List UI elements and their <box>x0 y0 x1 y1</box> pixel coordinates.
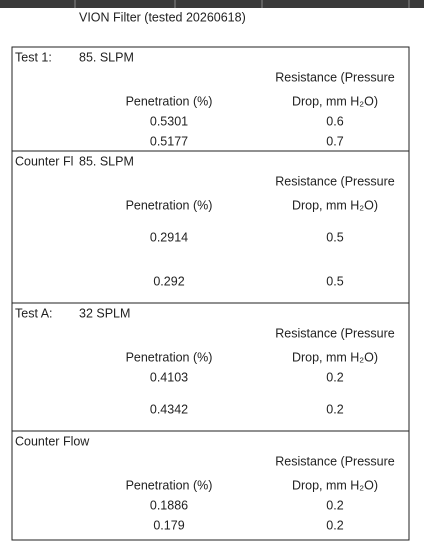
section-label: Counter Flow <box>15 434 90 448</box>
resistance-value: 0.2 <box>326 518 343 532</box>
resistance-header: Drop, mm H₂O) <box>292 94 378 108</box>
header-bar <box>0 0 424 8</box>
penetration-value: 0.2914 <box>150 230 188 244</box>
resistance-header: Resistance (Pressure <box>275 70 395 84</box>
penetration-value: 0.179 <box>153 518 184 532</box>
penetration-header: Penetration (%) <box>126 198 213 212</box>
table-border <box>11 46 410 541</box>
section-label: Test 1: <box>15 50 52 64</box>
penetration-header: Penetration (%) <box>126 94 213 108</box>
resistance-value: 0.5 <box>326 274 343 288</box>
resistance-value: 0.7 <box>326 134 343 148</box>
flow-rate: 85. SLPM <box>79 50 134 64</box>
penetration-header: Penetration (%) <box>126 350 213 364</box>
resistance-header: Drop, mm H₂O) <box>292 478 378 492</box>
flow-rate: 32 SPLM <box>79 306 130 320</box>
resistance-value: 0.2 <box>326 498 343 512</box>
section-label: Counter Fl <box>15 154 73 168</box>
flow-rate: 85. SLPM <box>79 154 134 168</box>
resistance-value: 0.2 <box>326 402 343 416</box>
resistance-header: Resistance (Pressure <box>275 454 395 468</box>
resistance-header: Resistance (Pressure <box>275 174 395 188</box>
penetration-header: Penetration (%) <box>126 478 213 492</box>
resistance-header: Drop, mm H₂O) <box>292 350 378 364</box>
penetration-value: 0.4103 <box>150 370 188 384</box>
resistance-value: 0.2 <box>326 370 343 384</box>
title: VION Filter (tested 20260618) <box>79 10 246 24</box>
penetration-value: 0.1886 <box>150 498 188 512</box>
resistance-header: Resistance (Pressure <box>275 326 395 340</box>
penetration-value: 0.5301 <box>150 114 188 128</box>
resistance-value: 0.5 <box>326 230 343 244</box>
resistance-header: Drop, mm H₂O) <box>292 198 378 212</box>
section-label: Test A: <box>15 306 53 320</box>
penetration-value: 0.5177 <box>150 134 188 148</box>
resistance-value: 0.6 <box>326 114 343 128</box>
penetration-value: 0.292 <box>153 274 184 288</box>
penetration-value: 0.4342 <box>150 402 188 416</box>
